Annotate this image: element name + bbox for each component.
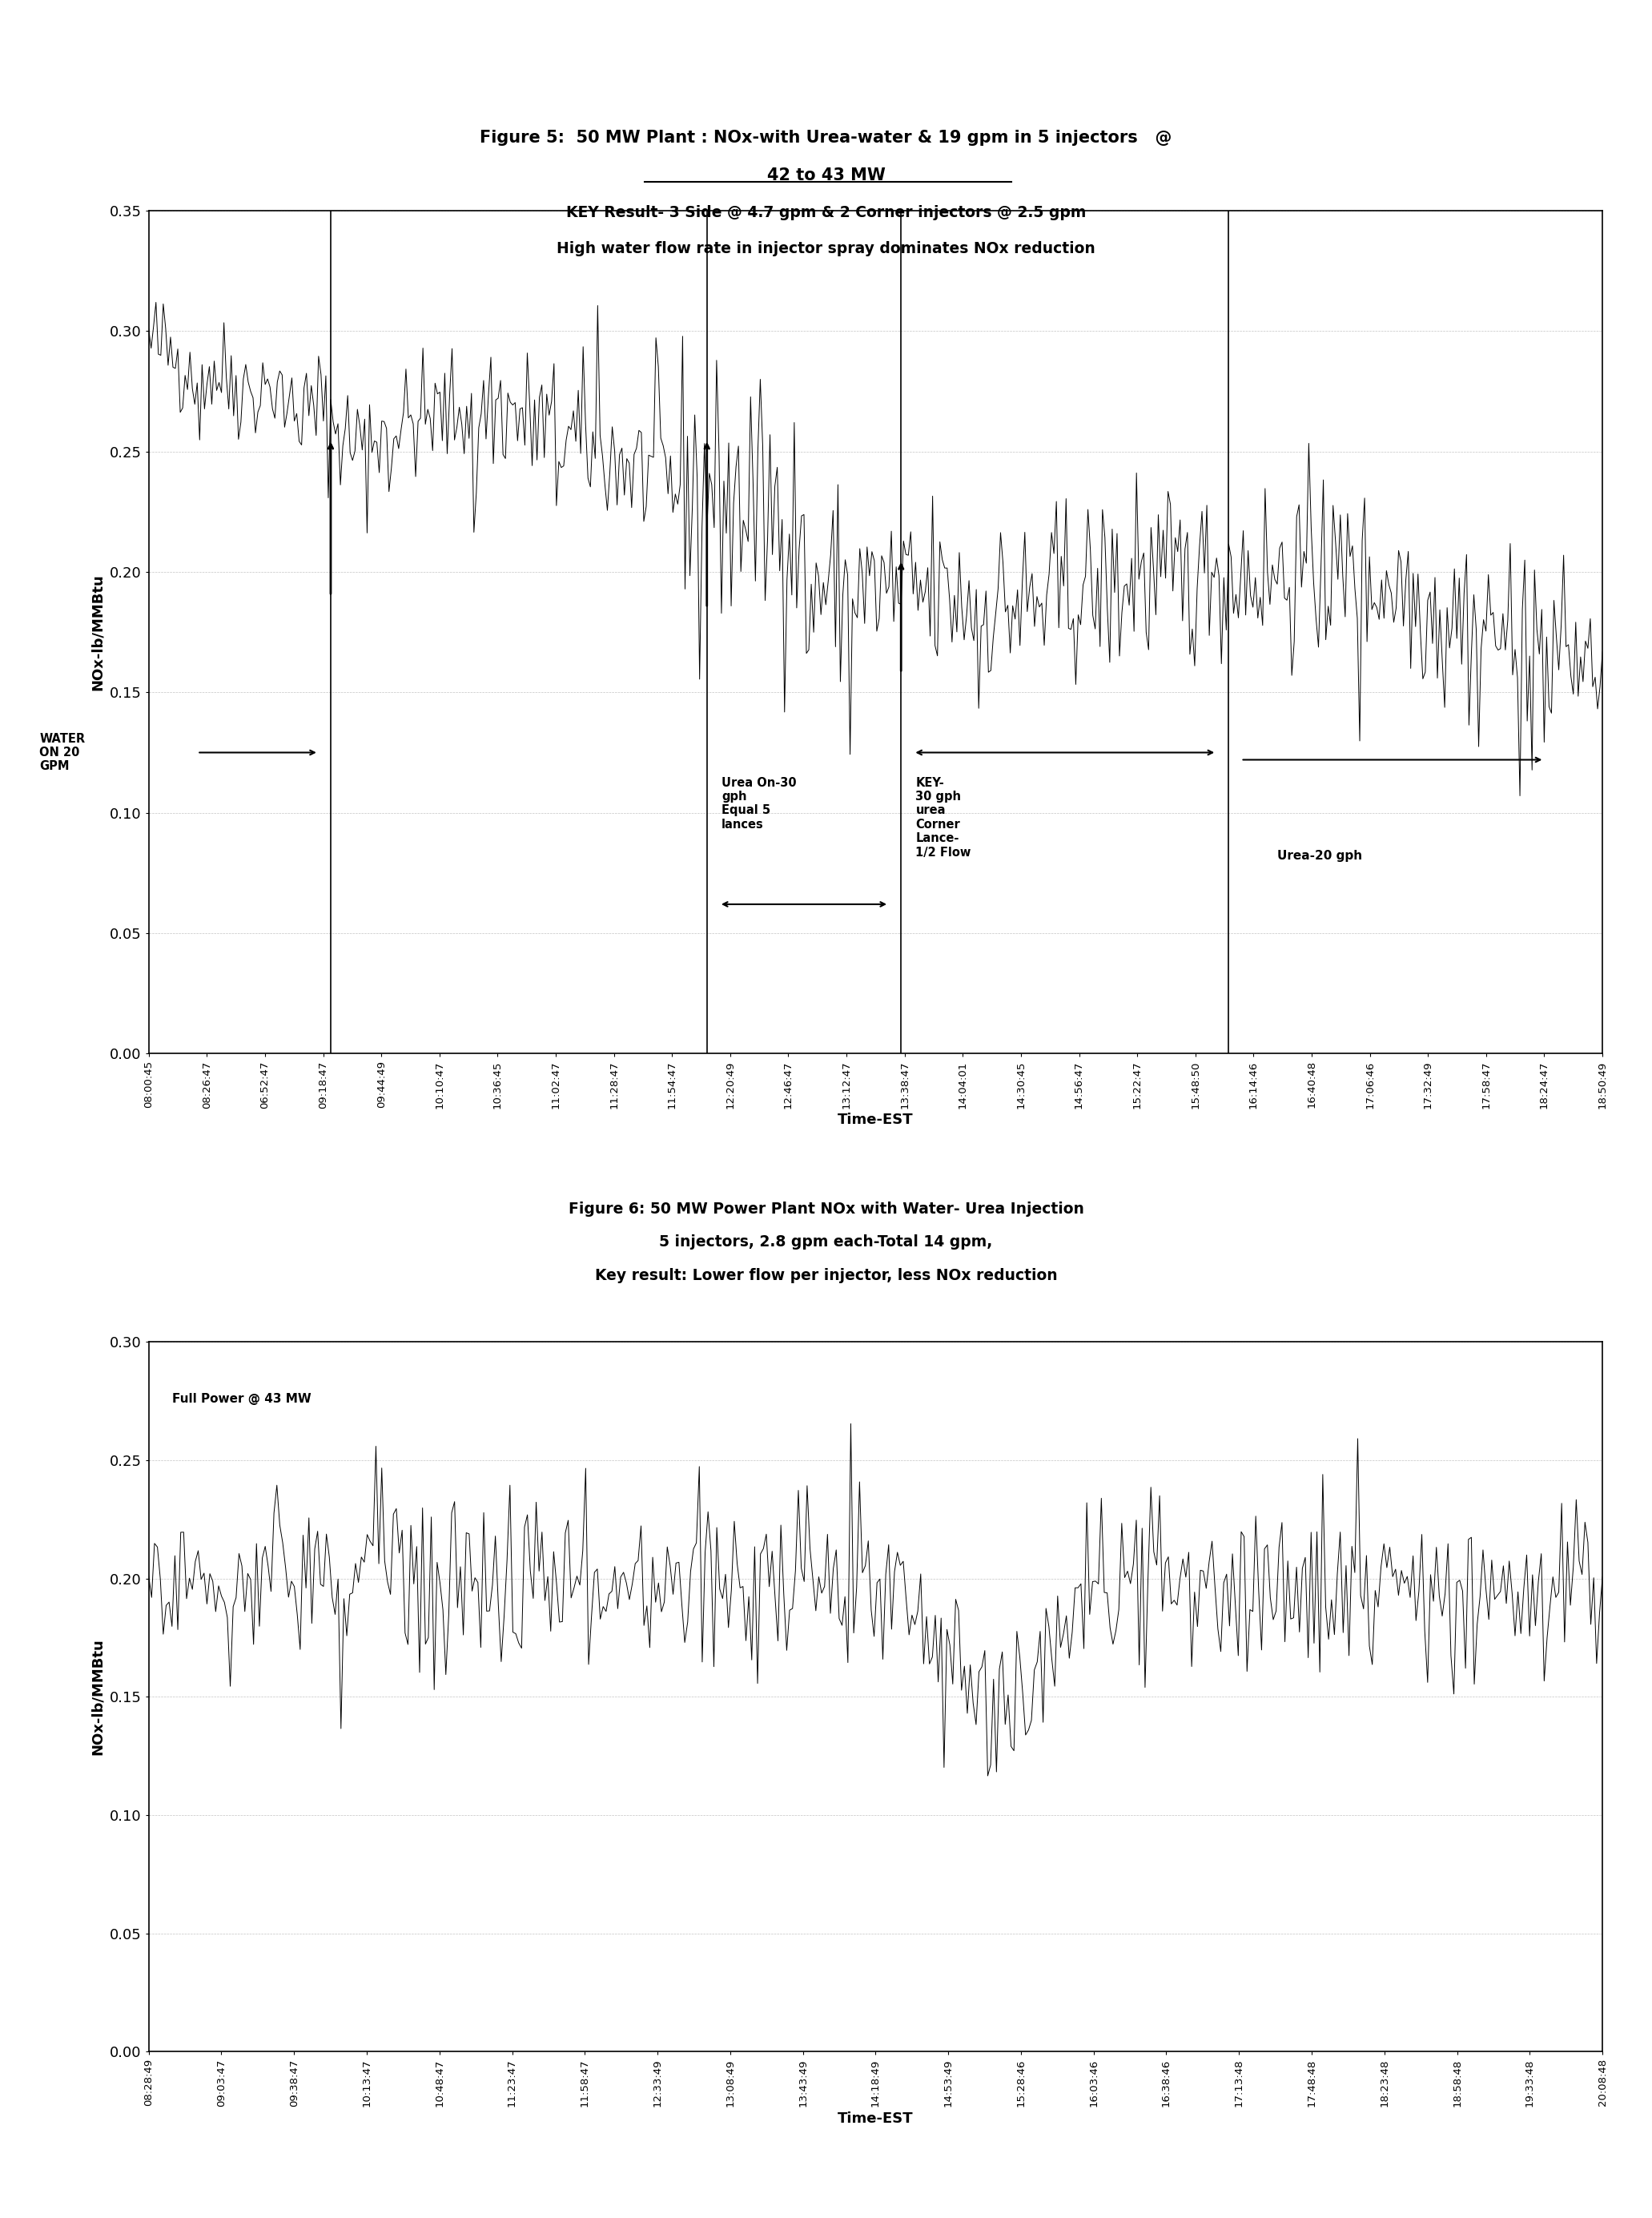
Text: Key result: Lower flow per injector, less NOx reduction: Key result: Lower flow per injector, les… xyxy=(595,1269,1057,1282)
Y-axis label: NOx-lb/MMBtu: NOx-lb/MMBtu xyxy=(91,574,106,690)
Text: WATER
ON 20
GPM: WATER ON 20 GPM xyxy=(40,732,86,772)
Text: Full Power @ 43 MW: Full Power @ 43 MW xyxy=(172,1393,311,1404)
Text: 42 to 43 MW: 42 to 43 MW xyxy=(767,166,885,184)
Text: High water flow rate in injector spray dominates NOx reduction: High water flow rate in injector spray d… xyxy=(557,242,1095,255)
X-axis label: Time-EST: Time-EST xyxy=(838,1113,914,1127)
Y-axis label: NOx-lb/MMBtu: NOx-lb/MMBtu xyxy=(91,1639,106,1754)
Text: Urea-20 gph: Urea-20 gph xyxy=(1277,849,1363,863)
Text: Figure 5:  50 MW Plant : NOx-with Urea-water & 19 gpm in 5 injectors   @: Figure 5: 50 MW Plant : NOx-with Urea-wa… xyxy=(481,129,1171,146)
Text: Urea On-30
gph
Equal 5
lances: Urea On-30 gph Equal 5 lances xyxy=(722,776,796,830)
Text: 5 injectors, 2.8 gpm each-Total 14 gpm,: 5 injectors, 2.8 gpm each-Total 14 gpm, xyxy=(659,1235,993,1249)
Text: KEY-
30 gph
urea
Corner
Lance-
1/2 Flow: KEY- 30 gph urea Corner Lance- 1/2 Flow xyxy=(915,776,971,858)
Text: Figure 6: 50 MW Power Plant NOx with Water- Urea Injection: Figure 6: 50 MW Power Plant NOx with Wat… xyxy=(568,1202,1084,1215)
Text: KEY Result- 3 Side @ 4.7 gpm & 2 Corner injectors @ 2.5 gpm: KEY Result- 3 Side @ 4.7 gpm & 2 Corner … xyxy=(567,206,1085,220)
X-axis label: Time-EST: Time-EST xyxy=(838,2112,914,2125)
